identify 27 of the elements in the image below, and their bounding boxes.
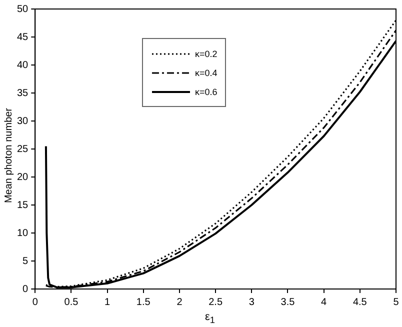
x-tick-label: 3.5 [280,296,296,308]
legend-label: κ=0.4 [195,68,218,78]
x-tick-label: 0.5 [64,296,79,308]
x-tick-label: 5 [393,296,400,308]
y-tick-label: 40 [17,60,29,71]
x-tick-label: 4 [321,296,328,308]
y-tick-label: 20 [17,172,29,183]
y-tick-label: 5 [22,256,29,267]
x-tick-label: 3 [248,296,255,308]
x-tick-label: 0 [32,296,38,308]
x-tick-label: 1.5 [136,296,151,308]
y-tick-label: 0 [22,284,29,295]
y-tick-label: 15 [17,200,29,211]
x-tick-label: 4.5 [352,296,368,308]
y-axis-title: Mean photon number [4,106,14,206]
y-tick-label: 25 [17,144,29,155]
legend-label: κ=0.6 [195,86,218,96]
y-tick-label: 10 [17,228,29,239]
x-tick-label: 2 [176,296,183,308]
x-tick-label: 2.5 [208,296,223,308]
legend-label: κ=0.2 [195,48,218,58]
y-tick-label: 50 [17,4,29,15]
y-tick-label: 45 [17,32,29,43]
x-tick-label: 1 [104,296,111,308]
y-tick-label: 35 [17,88,29,99]
x-axis-title: ε$_{1}$ [204,310,216,325]
y-tick-label: 30 [17,116,29,127]
